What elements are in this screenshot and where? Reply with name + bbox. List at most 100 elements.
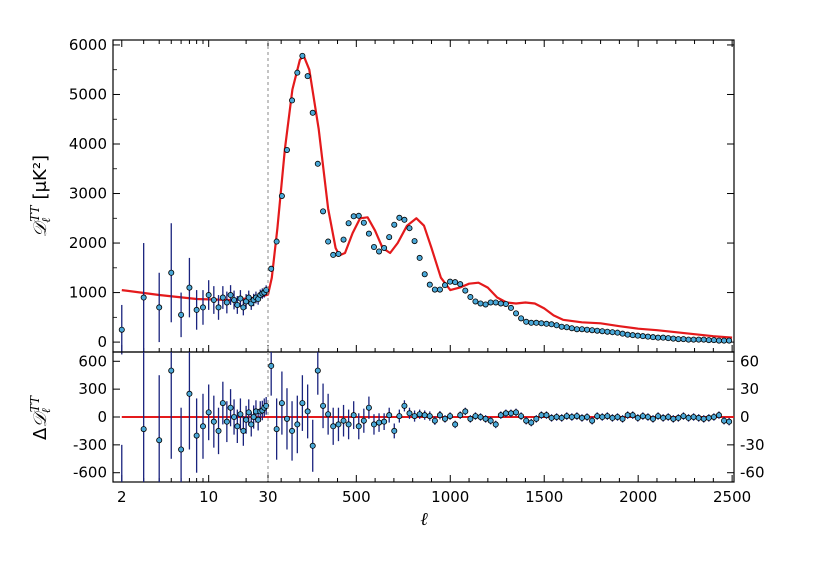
residual-y-title-prefix: Δ bbox=[30, 427, 51, 440]
residual-data-point bbox=[350, 412, 357, 419]
data-point bbox=[462, 287, 469, 294]
data-point bbox=[589, 327, 596, 334]
data-point bbox=[634, 332, 641, 339]
residual-data-point bbox=[309, 442, 316, 449]
residual-data-point bbox=[178, 446, 185, 453]
residual-data-point bbox=[365, 404, 372, 411]
x-tick-labels: 2 10 30 500 1000 1500 2000 2500 bbox=[117, 488, 751, 506]
data-point bbox=[573, 326, 580, 333]
residual-data-point bbox=[245, 409, 252, 416]
residual-data-point bbox=[223, 418, 230, 425]
residual-data-point bbox=[186, 390, 193, 397]
data-point bbox=[118, 326, 125, 333]
data-point bbox=[644, 333, 651, 340]
data-point bbox=[426, 281, 433, 288]
data-point bbox=[294, 69, 301, 76]
data-point bbox=[219, 294, 226, 301]
main-model-curve bbox=[121, 54, 733, 339]
main-data-points bbox=[118, 52, 733, 344]
residual-data-point bbox=[314, 367, 321, 374]
data-point bbox=[320, 208, 327, 215]
x-tick-label: 10 bbox=[199, 488, 218, 506]
residual-data-point bbox=[401, 402, 408, 409]
x-tick-label: 1500 bbox=[525, 488, 563, 506]
data-point bbox=[543, 320, 550, 327]
residual-data-point bbox=[457, 412, 464, 419]
residual-y-tick-label-right: -30 bbox=[740, 436, 765, 454]
data-point bbox=[660, 334, 667, 341]
residual-data-point bbox=[548, 414, 555, 421]
data-point bbox=[396, 214, 403, 221]
residual-data-point bbox=[675, 414, 682, 421]
data-point bbox=[705, 337, 712, 344]
x-tick-label: 500 bbox=[342, 488, 371, 506]
residual-data-point bbox=[370, 421, 377, 428]
residual-data-point bbox=[219, 400, 226, 407]
data-point bbox=[193, 306, 200, 313]
residual-data-point bbox=[250, 413, 257, 420]
residual-data-point bbox=[205, 409, 212, 416]
residual-y-tick-label: 600 bbox=[78, 352, 107, 370]
residual-y-title-symbol: 𝒟 bbox=[30, 410, 51, 428]
residual-data-point bbox=[604, 413, 611, 420]
residual-data-point bbox=[472, 413, 479, 420]
residual-y-title-sup: TT bbox=[28, 395, 42, 412]
data-point bbox=[168, 269, 175, 276]
data-point bbox=[345, 220, 352, 227]
residual-data-point bbox=[234, 423, 241, 430]
data-point bbox=[442, 282, 449, 289]
data-point bbox=[553, 322, 560, 329]
residual-data-point bbox=[263, 402, 270, 409]
main-y-tick-label: 6000 bbox=[69, 36, 107, 54]
data-point bbox=[376, 248, 383, 255]
residual-data-point bbox=[502, 410, 509, 417]
residual-data-point bbox=[467, 415, 474, 422]
data-point bbox=[609, 329, 616, 336]
data-point bbox=[726, 337, 733, 344]
residual-y-tick-label-right: -60 bbox=[740, 464, 765, 482]
residual-data-point bbox=[614, 413, 621, 420]
residual-data-point bbox=[665, 413, 672, 420]
data-point bbox=[355, 212, 362, 219]
model-curve bbox=[121, 54, 733, 339]
residual-data-point bbox=[624, 412, 631, 419]
residual-data-point bbox=[199, 423, 206, 430]
residual-data-point bbox=[700, 415, 707, 422]
data-point bbox=[210, 296, 217, 303]
data-point bbox=[513, 310, 520, 317]
residual-data-points bbox=[140, 362, 733, 453]
residual-data-point bbox=[573, 413, 580, 420]
residual-data-point bbox=[558, 414, 565, 421]
residual-data-point bbox=[406, 410, 413, 417]
residual-data-point bbox=[227, 404, 234, 411]
residual-data-point bbox=[283, 415, 290, 422]
data-point bbox=[335, 250, 342, 257]
residual-data-point bbox=[726, 418, 733, 425]
data-point bbox=[655, 334, 662, 341]
data-point bbox=[237, 295, 244, 302]
residual-y-tick-label-right: 30 bbox=[740, 380, 759, 398]
main-y-title-symbol: 𝒟 bbox=[30, 219, 51, 237]
residual-data-point bbox=[273, 426, 280, 433]
data-point bbox=[304, 73, 311, 80]
residual-y-tick-labels-right: 60 30 0 -30 -60 bbox=[740, 352, 765, 481]
data-point bbox=[619, 330, 626, 337]
data-point bbox=[558, 323, 565, 330]
residual-data-point bbox=[411, 413, 418, 420]
data-point bbox=[700, 336, 707, 343]
main-ticks bbox=[113, 40, 734, 352]
data-point bbox=[370, 244, 377, 251]
data-point bbox=[360, 219, 367, 226]
data-point bbox=[436, 286, 443, 293]
main-y-tick-labels: 0 1000 2000 3000 4000 5000 6000 bbox=[69, 36, 107, 351]
data-point bbox=[533, 319, 540, 326]
data-point bbox=[240, 304, 247, 311]
residual-data-point bbox=[721, 417, 728, 424]
residual-data-point bbox=[639, 413, 646, 420]
residual-data-point bbox=[330, 423, 337, 430]
residual-data-point bbox=[710, 413, 717, 420]
residual-data-point bbox=[594, 413, 601, 420]
data-point bbox=[670, 335, 677, 342]
